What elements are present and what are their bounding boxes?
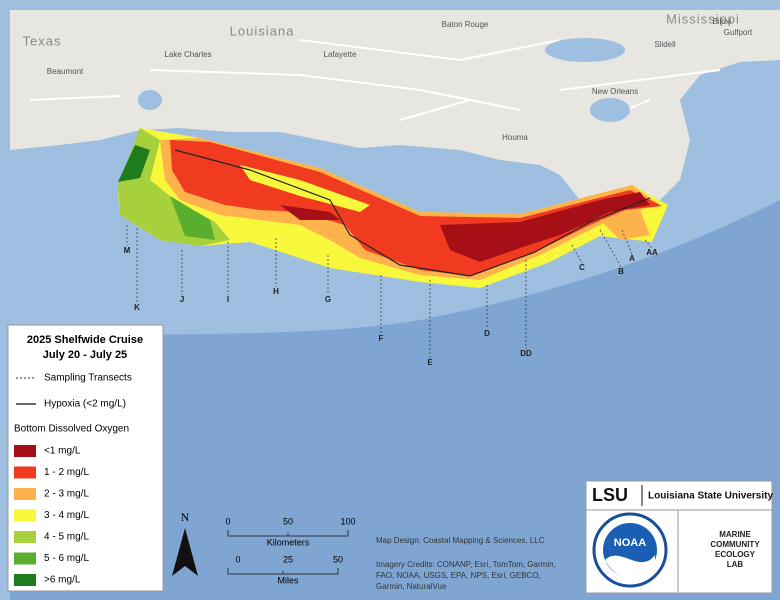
credit-imagery: FAO, NOAA, USGS, EPA, NPS, Esri, GEBCO, <box>376 571 541 580</box>
legend-text: Hypoxia (<2 mg/L) <box>44 399 126 410</box>
state-label: Louisiana <box>230 23 295 38</box>
lake <box>545 38 625 62</box>
city-label: Lafayette <box>324 50 357 59</box>
scale-bars: 0 50 100 Kilometers 0 25 50 Miles <box>225 516 355 585</box>
legend-swatch <box>14 531 36 543</box>
scale-tick: 50 <box>283 516 293 526</box>
transect-label: H <box>273 287 279 296</box>
noaa-logo: NOAA <box>614 537 646 549</box>
legend-class: 1 - 2 mg/L <box>44 467 89 478</box>
legend-class: >6 mg/L <box>44 575 81 586</box>
lab-logo: ECOLOGY <box>715 550 756 559</box>
lsu-name: Louisiana State University <box>648 491 773 502</box>
transect-label: F <box>379 334 384 343</box>
roads <box>29 39 721 121</box>
credit-imagery: Garmin, NaturalVue <box>376 582 447 591</box>
transect-line <box>571 244 583 264</box>
city-label: Biloxi <box>712 17 731 26</box>
credit-design: Map Design: Coastal Mapping & Sciences, … <box>376 536 545 545</box>
legend: 2025 Shelfwide Cruise July 20 - July 25 … <box>7 324 164 592</box>
lab-logo: COMMUNITY <box>710 540 760 549</box>
logos: LSU Louisiana State University NOAA MARI… <box>585 480 773 594</box>
scale-tick: 25 <box>283 554 293 564</box>
transect-label: B <box>618 267 624 276</box>
legend-text: Sampling Transects <box>44 373 132 384</box>
city-label: Gulfport <box>724 28 753 37</box>
legend-swatch <box>14 445 36 457</box>
lsu-logo: LSU <box>592 485 628 505</box>
city-label: Lake Charles <box>164 50 211 59</box>
transect-label: C <box>579 263 585 272</box>
transect-label: AA <box>646 248 658 257</box>
state-label: Texas <box>23 33 62 48</box>
legend-swatch <box>14 509 36 522</box>
hypoxia-zone <box>118 128 668 288</box>
transect-label: E <box>427 358 433 367</box>
legend-class: <1 mg/L <box>44 446 81 457</box>
scale-unit: Miles <box>277 575 299 585</box>
lake <box>590 98 630 122</box>
city-label: Baton Rouge <box>442 20 489 29</box>
scale-tick: 0 <box>225 516 230 526</box>
transect-label: DD <box>520 349 532 358</box>
legend-text: Bottom Dissolved Oxygen <box>14 424 129 435</box>
city-label: Slidell <box>654 40 676 49</box>
legend-swatch <box>14 488 36 500</box>
transect-label: M <box>124 246 131 255</box>
legend-class: 3 - 4 mg/L <box>44 510 89 521</box>
lake <box>138 90 162 110</box>
scale-tick: 0 <box>235 554 240 564</box>
lab-logo: MARINE <box>719 530 751 539</box>
state-label: Mississippi <box>666 11 740 26</box>
legend-class: 2 - 3 mg/L <box>44 489 89 500</box>
city-label: Houma <box>502 133 528 142</box>
legend-swatch <box>14 574 36 586</box>
transect-label: D <box>484 329 490 338</box>
city-label: New Orleans <box>592 87 638 96</box>
legend-swatch <box>14 552 36 565</box>
transect-label: K <box>134 303 140 312</box>
place-labels: Texas Louisiana Mississippi Baton Rouge Lake… <box>23 11 753 142</box>
legend-class: 5 - 6 mg/L <box>44 553 89 564</box>
legend-swatch <box>14 466 36 479</box>
transect-line <box>621 229 633 255</box>
scale-tick: 100 <box>340 516 355 526</box>
transect-line <box>599 229 622 268</box>
north-label: N <box>181 510 190 524</box>
legend-title: 2025 Shelfwide Cruise <box>27 334 143 346</box>
legend-dates: July 20 - July 25 <box>43 349 127 361</box>
transect-label: G <box>325 295 331 304</box>
credit-imagery: Imagery Credits: CONANP, Esri, TomTom, G… <box>376 560 556 569</box>
transect-line <box>644 239 653 249</box>
transect-label: A <box>629 254 635 263</box>
transect-label: J <box>180 295 184 304</box>
lab-logo: LAB <box>727 560 744 569</box>
city-label: Beaumont <box>47 67 84 76</box>
legend-class: 4 - 5 mg/L <box>44 532 89 543</box>
scale-tick: 50 <box>333 554 343 564</box>
scale-unit: Kilometers <box>267 537 310 547</box>
north-arrow: N <box>172 510 198 576</box>
legend-box <box>7 324 164 592</box>
transect-label: I <box>227 295 229 304</box>
